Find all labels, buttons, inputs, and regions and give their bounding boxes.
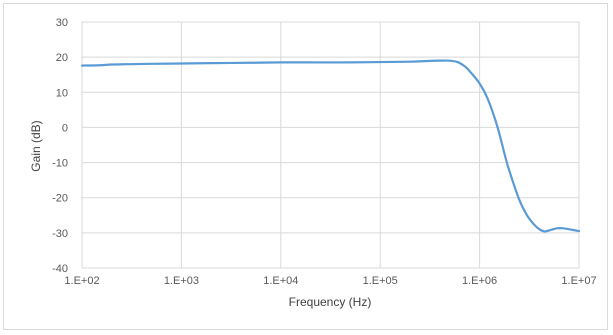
y-tick-label: 30	[56, 17, 68, 29]
y-tick-label: 0	[62, 122, 68, 134]
y-tick-label: -30	[52, 228, 68, 240]
x-tick-label: 1.E+04	[263, 275, 298, 287]
x-tick-label: 1.E+02	[64, 275, 99, 287]
y-axis-title: Gain (dB)	[29, 120, 43, 171]
y-tick-labels: 30 20 10 0 -10 -20 -30 -40	[52, 17, 68, 275]
y-tick-label: 10	[56, 87, 68, 99]
grid-layer	[81, 21, 580, 269]
x-tick-label: 1.E+06	[462, 275, 497, 287]
y-tick-label: -10	[52, 158, 68, 170]
y-tick-label: -40	[52, 263, 68, 275]
x-tick-label: 1.E+03	[164, 275, 199, 287]
series-layer	[80, 59, 581, 233]
gain-series-line	[80, 59, 581, 233]
x-tick-label: 1.E+05	[363, 275, 398, 287]
y-tick-label: -20	[52, 193, 68, 205]
x-tick-labels: 1.E+02 1.E+03 1.E+04 1.E+05 1.E+06 1.E+07	[64, 275, 596, 287]
x-axis-title: Frequency (Hz)	[289, 295, 372, 309]
x-tick-label: 1.E+07	[561, 275, 596, 287]
y-tick-label: 20	[56, 52, 68, 64]
